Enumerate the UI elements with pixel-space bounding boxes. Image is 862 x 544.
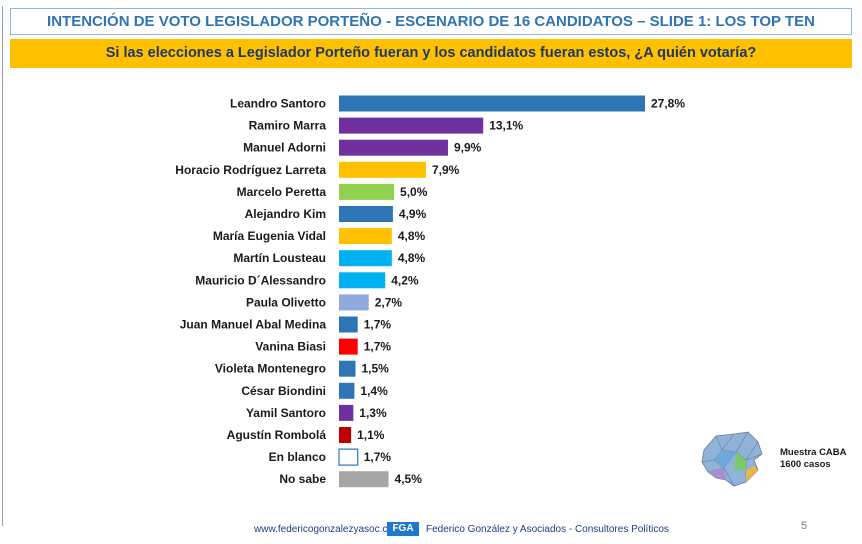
bar (339, 183, 395, 200)
category-label: En blanco (269, 450, 326, 464)
survey-question: Si las elecciones a Legislador Porteño f… (10, 39, 852, 68)
footer: www.federicogonzalezyasoc.com.ar FGA Fed… (0, 522, 862, 538)
bar (339, 206, 393, 222)
bar (339, 272, 386, 289)
category-label: No sabe (279, 472, 326, 486)
value-label: 4,8% (398, 251, 426, 265)
bar (339, 404, 354, 421)
sample-line-1: Muestra CABA (780, 447, 847, 458)
sample-note: Muestra CABA 1600 casos (780, 447, 847, 471)
category-label: Yamil Santoro (246, 406, 326, 420)
bar (339, 294, 369, 311)
bar (339, 471, 389, 488)
category-label: Martín Lousteau (233, 251, 326, 265)
bar (339, 95, 645, 112)
value-label: 4,9% (399, 207, 427, 221)
category-label: Marcelo Peretta (237, 185, 327, 199)
bar (338, 448, 359, 466)
value-label: 4,8% (398, 229, 426, 243)
category-label: Violeta Montenegro (215, 362, 326, 376)
category-label: Manuel Adorni (243, 141, 326, 155)
value-label: 1,1% (357, 428, 385, 442)
slide-title: INTENCIÓN DE VOTO LEGISLADOR PORTEÑO - E… (10, 8, 852, 35)
value-label: 13,1% (489, 119, 523, 133)
value-label: 1,4% (360, 384, 388, 398)
bar (339, 382, 355, 399)
bar-chart: Leandro Santoro 27,8% Ramiro Marra 13,1% Man… (175, 95, 685, 488)
value-label: 4,2% (391, 273, 419, 287)
value-label: 1,7% (364, 340, 392, 354)
caba-map-icon (701, 431, 763, 487)
category-label: Juan Manuel Abal Medina (180, 318, 327, 332)
category-label: Alejandro Kim (245, 207, 326, 221)
value-label: 2,7% (375, 295, 403, 309)
sample-line-2: 1600 casos (780, 459, 831, 470)
value-label: 1,7% (364, 450, 392, 464)
category-label: María Eugenia Vidal (213, 229, 326, 243)
category-label: Paula Olivetto (246, 295, 326, 309)
category-label: Agustín Rombolá (227, 428, 327, 442)
value-label: 9,9% (454, 141, 482, 155)
bar (339, 360, 356, 377)
bar (339, 228, 392, 245)
bar (339, 139, 448, 156)
value-label: 1,3% (359, 406, 387, 420)
value-label: 1,5% (362, 362, 390, 376)
slide-left-border (2, 6, 3, 526)
value-label: 1,7% (364, 318, 392, 332)
bar (339, 250, 392, 267)
footer-url-link[interactable]: www.federicogonzalezyasoc.com.ar (254, 524, 413, 535)
bar (339, 161, 426, 178)
category-label: Mauricio D´Alessandro (195, 273, 326, 287)
bar (339, 117, 484, 134)
value-label: 4,5% (395, 472, 423, 486)
bar (339, 427, 352, 443)
category-label: Ramiro Marra (249, 119, 327, 133)
value-label: 27,8% (651, 97, 685, 111)
value-label: 7,9% (432, 163, 460, 177)
category-label: Horacio Rodríguez Larreta (175, 163, 326, 177)
bar (339, 338, 358, 355)
fga-logo: FGA (387, 522, 419, 536)
footer-firm-name: Federico González y Asociados - Consulto… (426, 524, 669, 535)
value-label: 5,0% (400, 185, 428, 199)
category-label: Leandro Santoro (230, 97, 326, 111)
bar (339, 316, 358, 333)
page-number: 5 (801, 520, 808, 532)
category-label: Vanina Biasi (255, 340, 326, 354)
category-label: César Biondini (241, 384, 326, 398)
